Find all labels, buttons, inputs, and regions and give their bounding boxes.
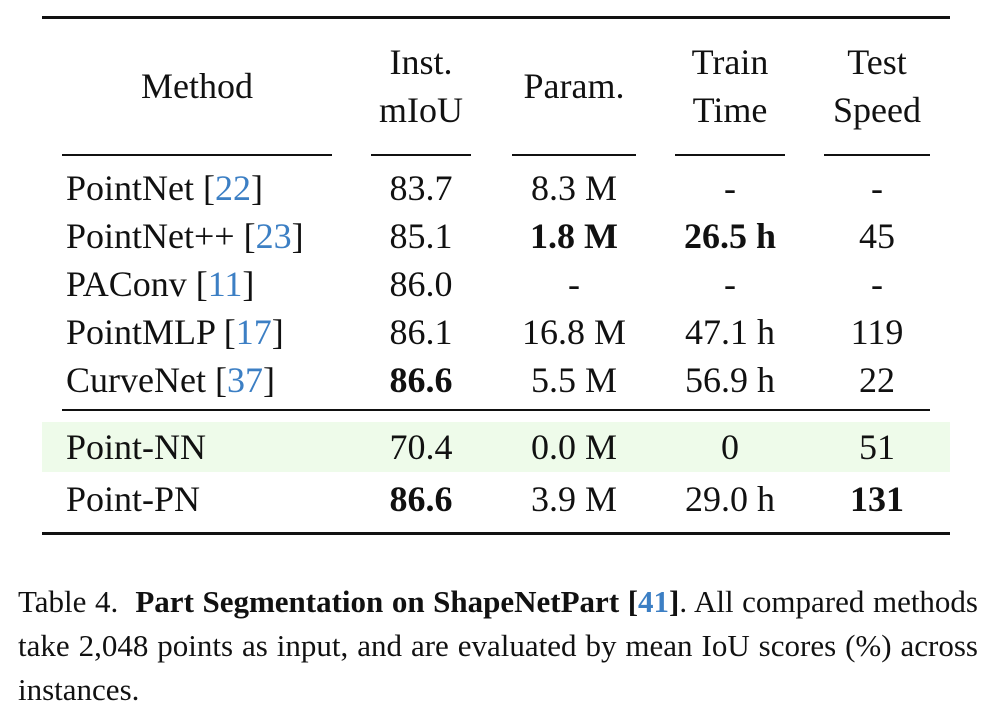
row-pointnn-miou: 70.4 <box>389 427 453 467</box>
row-pointpn-train: 29.0 h <box>685 479 775 519</box>
row-paconv-test: - <box>871 264 883 304</box>
row-pointpn-method: Point-PN <box>66 479 201 519</box>
row-pointnet-param: 8.3 M <box>530 168 617 208</box>
row-pointpn-param: 3.9 M <box>530 479 617 519</box>
row-pointnn-train: 0 <box>721 427 739 467</box>
row-pointnn-test: 51 <box>859 427 895 467</box>
header-test-line2: Speed <box>833 90 921 130</box>
row-pointmlp-test: 119 <box>850 312 904 352</box>
row-curvenet-train: 56.9 h <box>685 360 775 400</box>
row-paconv-param: - <box>568 264 580 304</box>
caption-text: . All compared methods take 2,048 points… <box>18 584 979 707</box>
row-paconv-miou: 86.0 <box>389 264 453 304</box>
row-pointnet-train: - <box>724 168 736 208</box>
caption-title: Part Segmentation on ShapeNetPart <box>135 584 620 619</box>
row-pointnetpp-param: 1.8 M <box>530 216 618 256</box>
top-rule <box>42 16 950 19</box>
row-pointmlp-train: 47.1 h <box>685 312 775 352</box>
header-train-line2: Time <box>692 90 768 130</box>
header-rule-method <box>62 154 332 156</box>
header-miou-line1: Inst. <box>389 42 453 82</box>
row-paconv-method: PAConv [11] <box>66 264 255 304</box>
caption-ref: 41 <box>638 584 670 619</box>
row-pointnetpp-method: PointNet++ [23] <box>66 216 304 256</box>
row-pointnet-miou: 83.7 <box>389 168 453 208</box>
header-train-line1: Train <box>691 42 769 82</box>
header-rule-train <box>675 154 785 156</box>
row-pointnetpp-train: 26.5 h <box>683 216 777 256</box>
row-pointnet-test: - <box>871 168 883 208</box>
row-curvenet-miou: 86.6 <box>389 360 453 400</box>
row-curvenet-test: 22 <box>859 360 895 400</box>
row-pointmlp-miou: 86.1 <box>389 312 453 352</box>
row-pointpn-test: 131 <box>850 479 904 519</box>
bottom-rule <box>42 532 950 535</box>
header-rule-test <box>824 154 930 156</box>
row-paconv-train: - <box>724 264 736 304</box>
header-test-line1: Test <box>847 42 907 82</box>
row-pointnn-method: Point-NN <box>66 427 207 467</box>
row-curvenet-method: CurveNet [37] <box>66 360 275 400</box>
header-method: Method <box>141 66 253 106</box>
header-rule-param <box>512 154 636 156</box>
row-pointmlp-method: PointMLP [17] <box>66 312 284 352</box>
header-rule-miou <box>371 154 471 156</box>
row-pointnn-param: 0.0 M <box>530 427 617 467</box>
row-pointnet-method: PointNet [22] <box>66 168 264 208</box>
row-curvenet-param: 5.5 M <box>530 360 617 400</box>
table-caption: Table 4. Part Segmentation on ShapeNetPa… <box>18 584 979 707</box>
row-pointnetpp-miou: 85.1 <box>389 216 453 256</box>
row-pointpn-miou: 86.6 <box>389 479 453 519</box>
mid-rule <box>62 409 930 411</box>
row-pointnetpp-test: 45 <box>859 216 895 256</box>
row-highlight <box>42 422 950 472</box>
header-param: Param. <box>523 66 625 106</box>
caption-label: Table 4. <box>18 584 119 619</box>
header-miou-line2: mIoU <box>379 90 463 130</box>
row-pointmlp-param: 16.8 M <box>521 312 626 352</box>
